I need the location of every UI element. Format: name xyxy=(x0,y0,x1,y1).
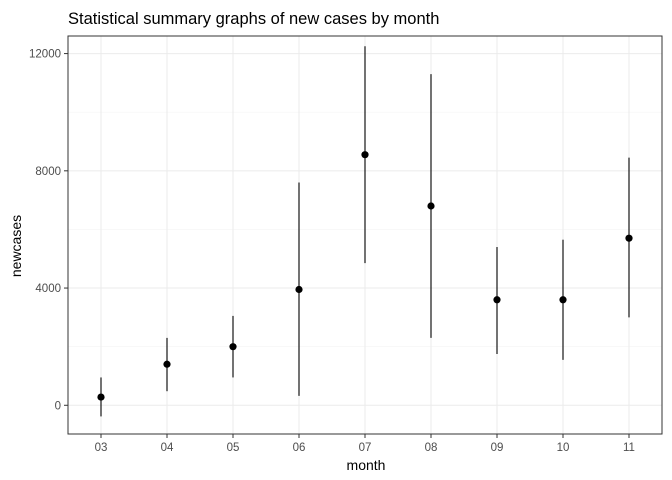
data-point xyxy=(295,285,303,294)
chart-marks xyxy=(97,46,633,417)
data-point xyxy=(625,234,633,242)
axes: 0 4000 8000 12000 03 04 05 06 07 08 09 10 11 xyxy=(29,35,663,454)
y-tick-label: 0 xyxy=(55,400,61,412)
x-tick-label: 04 xyxy=(161,442,174,454)
x-tick-label: 03 xyxy=(95,442,108,454)
data-point xyxy=(229,343,237,351)
data-point xyxy=(427,202,435,210)
data-point xyxy=(559,296,567,304)
chart-title: Statistical summary graphs of new cases … xyxy=(68,10,439,28)
data-point xyxy=(97,393,105,401)
x-tick-label: 05 xyxy=(227,442,240,454)
data-point xyxy=(493,296,501,304)
x-tick-label: 09 xyxy=(491,442,504,454)
x-tick-label: 11 xyxy=(623,442,635,454)
x-axis-title: month xyxy=(347,457,386,473)
x-tick-label: 06 xyxy=(293,442,306,454)
x-tick-label: 10 xyxy=(557,442,570,454)
x-tick-label: 07 xyxy=(359,442,372,454)
y-axis-title: newcases xyxy=(8,215,24,277)
y-tick-label: 12000 xyxy=(29,49,61,61)
y-tick-label: 8000 xyxy=(35,166,61,178)
data-point xyxy=(163,360,171,368)
y-tick-label: 4000 xyxy=(35,283,61,295)
x-tick-label: 08 xyxy=(425,442,438,454)
data-point xyxy=(361,151,369,159)
